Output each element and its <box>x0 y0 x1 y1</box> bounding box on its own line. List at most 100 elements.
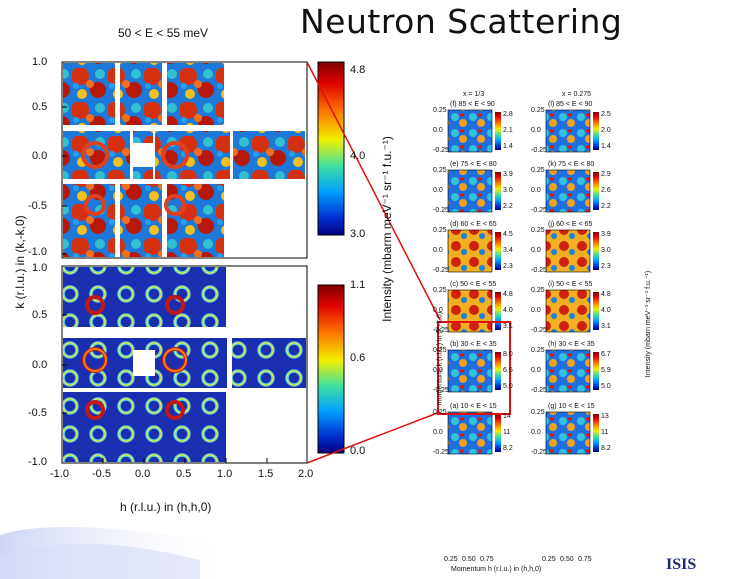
small-y-tick: 0.25 <box>531 227 545 234</box>
small-y-tick: 0.25 <box>531 167 545 174</box>
small-panel-right-1 <box>545 169 591 213</box>
small-colorbar-right-1 <box>593 172 599 210</box>
small-y-tick: -0.25 <box>433 267 449 274</box>
cbar-bottom-tick-2: 0.6 <box>350 352 366 364</box>
small-cbar-tick: 1.4 <box>503 143 513 150</box>
small-panel-left-2 <box>447 229 493 273</box>
small-panel-label: (i) 50 < E < 55 <box>548 281 593 288</box>
small-x-tick: 0.75 <box>480 556 494 563</box>
small-colorbar-left-2 <box>495 232 501 270</box>
small-y-axis-label: momentum, k (r.l.u.) in (k,-k,0) <box>436 311 444 406</box>
small-y-tick: 0.0 <box>531 127 541 134</box>
small-cbar-tick: 3.0 <box>503 187 513 194</box>
col1-header: x = 1/3 <box>463 91 485 98</box>
small-y-tick: 0.0 <box>433 429 443 436</box>
small-cbar-tick: 11 <box>601 429 609 436</box>
small-cbar-tick: 4.8 <box>503 291 513 298</box>
small-cbar-tick: 2.8 <box>503 111 513 118</box>
small-y-tick: -0.25 <box>433 207 449 214</box>
small-y-tick: -0.25 <box>433 449 449 456</box>
small-cbar-tick: 8.2 <box>601 445 611 452</box>
small-y-tick: -0.25 <box>531 449 547 456</box>
small-x-tick: 0.25 <box>444 556 458 563</box>
small-cbar-tick: 4.0 <box>601 307 611 314</box>
small-cbar-tick: 3.9 <box>503 171 513 178</box>
small-panel-label: (g) 10 < E < 15 <box>548 403 595 410</box>
small-y-tick: -0.25 <box>531 267 547 274</box>
x-tick-1: -1.0 <box>50 468 69 480</box>
small-cbar-tick: 2.2 <box>503 203 513 210</box>
small-colorbar-right-4 <box>593 352 599 390</box>
small-cbar-tick: 5.9 <box>601 367 611 374</box>
cbar-top-tick-2: 4.0 <box>350 150 366 162</box>
small-colorbar-left-1 <box>495 172 501 210</box>
small-cbar-tick: 2.0 <box>601 127 611 134</box>
small-cbar-tick: 8.2 <box>503 445 513 452</box>
small-cbar-tick: 1.4 <box>601 143 611 150</box>
small-y-tick: 0.0 <box>433 127 443 134</box>
small-y-tick: -0.25 <box>433 147 449 154</box>
small-panel-right-0 <box>545 109 591 153</box>
zoom-line-bottom <box>306 411 441 464</box>
y-tick-top-2: 0.5 <box>32 101 48 113</box>
small-panel-right-4 <box>545 349 591 393</box>
small-y-tick: 0.0 <box>531 429 541 436</box>
small-y-tick: 0.0 <box>433 367 443 374</box>
small-y-tick: 0.25 <box>433 409 447 416</box>
small-cbar-tick: 2.9 <box>601 171 611 178</box>
small-cbar-tick: 4.5 <box>503 231 513 238</box>
small-x-tick: 0.25 <box>542 556 556 563</box>
small-cbar-tick: 3.9 <box>601 231 611 238</box>
y-tick-top-4: -0.5 <box>28 200 47 212</box>
small-y-tick: -0.25 <box>531 327 547 334</box>
small-cbar-tick: 5.0 <box>503 383 513 390</box>
small-panel-left-0 <box>447 109 493 153</box>
small-cbar-tick: 3.1 <box>601 323 611 330</box>
small-y-tick: 0.0 <box>531 187 541 194</box>
small-panel-label: (c) 50 < E < 55 <box>450 281 497 288</box>
small-cbar-tick: 11 <box>503 429 511 436</box>
small-panel-left-3 <box>447 289 493 333</box>
top-panel-energy-label: 50 < E < 55 meV <box>118 26 209 40</box>
small-colorbar-right-2 <box>593 232 599 270</box>
small-x-tick: 0.50 <box>462 556 476 563</box>
small-panel-label: (e) 75 < E < 80 <box>450 161 497 168</box>
small-y-tick: 0.25 <box>531 347 545 354</box>
small-x-tick: 0.75 <box>578 556 592 563</box>
small-x-axis-label: Momentum h (r.l.u.) in (h,h,0) <box>451 566 542 573</box>
small-y-tick: -0.25 <box>531 387 547 394</box>
small-cbar-tick: 3.4 <box>503 247 513 254</box>
small-colorbar-label: Intensity (mbarn meV⁻¹ sr⁻¹ f.u.⁻¹) <box>645 270 652 378</box>
y-tick-top-3: 0.0 <box>32 150 48 162</box>
small-panel-label: (l) 85 < E < 90 <box>548 101 593 108</box>
cbar-bottom-tick-3: 0.0 <box>350 445 366 457</box>
small-colorbar-left-4 <box>495 352 501 390</box>
cbar-bottom-tick-1: 1.1 <box>350 279 366 291</box>
small-y-tick: 0.25 <box>531 409 545 416</box>
y-tick-bottom-2: 0.5 <box>32 309 48 321</box>
small-y-tick: 0.0 <box>433 187 443 194</box>
small-y-tick: -0.25 <box>531 147 547 154</box>
small-y-tick: 0.0 <box>531 367 541 374</box>
small-colorbar-right-5 <box>593 414 599 452</box>
small-cbar-tick: 3.0 <box>601 247 611 254</box>
small-y-tick: 0.25 <box>531 287 545 294</box>
small-y-tick: 0.25 <box>433 287 447 294</box>
x-tick-3: 0.0 <box>135 468 151 480</box>
small-colorbar-right-3 <box>593 292 599 330</box>
small-cbar-tick: 2.3 <box>503 263 513 270</box>
small-cbar-tick: 13 <box>601 413 609 420</box>
small-x-tick: 0.50 <box>560 556 574 563</box>
small-colorbar-left-0 <box>495 112 501 150</box>
small-panel-right-3 <box>545 289 591 333</box>
x-tick-5: 1.0 <box>217 468 233 480</box>
y-tick-bottom-5: -1.0 <box>28 456 47 468</box>
small-y-tick: 0.25 <box>433 227 447 234</box>
highlight-box <box>437 321 511 415</box>
x-tick-7: 2.0 <box>298 468 314 480</box>
small-y-tick: -0.25 <box>531 207 547 214</box>
small-cbar-tick: 6.5 <box>503 367 513 374</box>
small-y-tick: -0.25 <box>433 327 449 334</box>
x-tick-2: -0.5 <box>92 468 111 480</box>
col2-header: x = 0.275 <box>562 91 591 98</box>
